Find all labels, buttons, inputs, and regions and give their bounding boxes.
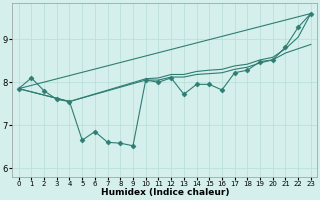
X-axis label: Humidex (Indice chaleur): Humidex (Indice chaleur) (100, 188, 229, 197)
